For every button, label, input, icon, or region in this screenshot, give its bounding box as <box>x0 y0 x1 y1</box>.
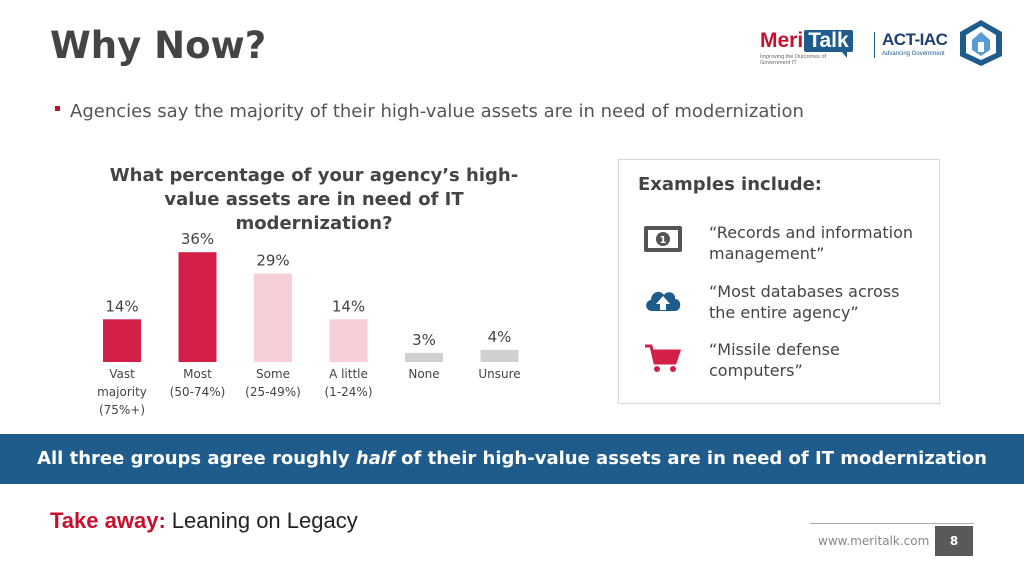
category-label-3-0: A little <box>329 367 368 381</box>
bar-value-label-2: 29% <box>256 252 289 270</box>
meritalk-logo: Meri Talk Improving the Outcomes of Gover… <box>760 30 853 66</box>
bar-1 <box>178 252 217 362</box>
takeaway: Take away: Leaning on Legacy <box>50 508 358 534</box>
category-label-4-0: None <box>408 367 439 381</box>
category-label-3-1: (1-24%) <box>325 385 373 399</box>
banner-emphasis: half <box>355 448 395 469</box>
bullet-text: Agencies say the majority of their high-… <box>70 101 804 122</box>
category-label-0-1: majority <box>97 385 147 399</box>
takeaway-text: Leaning on Legacy <box>171 508 358 533</box>
bar-4 <box>405 352 443 362</box>
category-label-5-0: Unsure <box>478 367 520 381</box>
page-number: 8 <box>935 526 973 556</box>
bar-value-label-4: 3% <box>412 331 436 349</box>
bullet-marker <box>55 106 60 111</box>
example-item-1: “Records and information management” <box>709 223 914 263</box>
bar-value-label-5: 4% <box>488 328 512 346</box>
meritalk-meri-text: Meri <box>760 29 804 52</box>
logo-area: Meri Talk Improving the Outcomes of Gover… <box>760 18 1010 74</box>
bar-value-label-3: 14% <box>332 297 365 315</box>
chart-title: What percentage of your agency’s high-va… <box>109 165 519 234</box>
bar-5 <box>480 349 519 362</box>
category-label-0-2: (75%+) <box>99 403 145 417</box>
meritalk-tagline: Improving the Outcomes of Government IT <box>760 54 827 66</box>
category-label-1-1: (50-74%) <box>170 385 226 399</box>
bar-value-label-0: 14% <box>105 297 138 315</box>
act-iac-mark-icon <box>960 20 1002 66</box>
banner-text-start: All three groups agree roughly <box>37 448 356 469</box>
banner-text-end: of their high-value assets are in need o… <box>394 448 987 469</box>
footer-divider <box>810 523 974 524</box>
category-label-2-1: (25-49%) <box>245 385 301 399</box>
logo-divider <box>874 32 875 58</box>
examples-heading: Examples include: <box>638 174 822 195</box>
page-title: Why Now? <box>50 24 267 67</box>
category-label-2-0: Some <box>256 367 290 381</box>
act-iac-logo: ACT-IAC Advancing Government <box>882 30 948 58</box>
summary-banner: All three groups agree roughly half of t… <box>0 434 1024 484</box>
examples-panel: Examples include: 1 “Records and informa… <box>618 159 940 404</box>
example-item-3: “Missile defense computers” <box>709 340 840 380</box>
bar-0 <box>103 319 141 362</box>
takeaway-label: Take away: <box>50 508 166 533</box>
money-icon: 1 <box>644 226 682 252</box>
bar-value-label-1: 36% <box>181 230 214 248</box>
category-label-1-0: Most <box>183 367 212 381</box>
bar-3 <box>329 319 368 362</box>
footer-url: www.meritalk.com <box>818 534 930 548</box>
example-item-2: “Most databases across the entire agency… <box>709 282 900 322</box>
cloud-upload-icon <box>646 291 681 311</box>
meritalk-talk-text: Talk <box>804 30 853 58</box>
act-iac-text: ACT-IAC <box>882 30 948 49</box>
bar-chart: 14% Vast majority (75%+) 36% Most (50-74%) 29% S… <box>97 230 521 417</box>
category-label-0-0: Vast <box>109 367 135 381</box>
act-iac-tagline: Advancing Government <box>882 51 945 57</box>
shopping-cart-icon <box>645 344 682 372</box>
bar-2 <box>254 273 292 362</box>
svg-text:1: 1 <box>660 235 667 246</box>
